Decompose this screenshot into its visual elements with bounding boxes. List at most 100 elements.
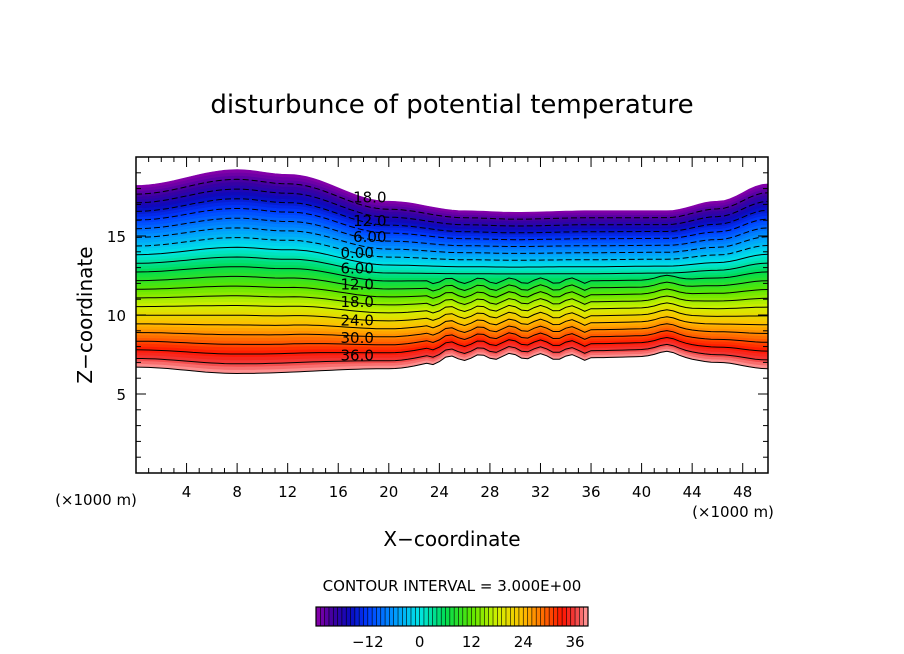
- colorbar-segment: [510, 607, 515, 626]
- colorbar-segment: [570, 607, 576, 626]
- y-tick-label: 15: [107, 228, 126, 246]
- colorbar-segment: [398, 607, 403, 626]
- colorbar-segment: [484, 607, 489, 626]
- colorbar: [315, 606, 589, 627]
- colorbar-segment: [531, 607, 537, 626]
- x-tick-label: 20: [379, 483, 398, 501]
- colorbar-segment: [462, 607, 468, 626]
- colorbar-segment: [350, 607, 356, 626]
- colorbar-segment: [410, 607, 416, 626]
- colorbar-segment: [575, 607, 580, 626]
- colorbar-segment: [337, 607, 343, 626]
- colorbar-segment: [549, 607, 554, 626]
- colorbar-segment: [493, 607, 498, 626]
- colorbar-segment: [475, 607, 481, 626]
- colorbar-segment: [557, 607, 563, 626]
- colorbar-segment: [505, 607, 511, 626]
- contour-field: [136, 169, 768, 374]
- colorbar-segment: [480, 607, 485, 626]
- colorbar-segment: [341, 607, 347, 626]
- colorbar-segment: [432, 607, 438, 626]
- colorbar-segment: [402, 607, 407, 626]
- colorbar-segment: [436, 607, 442, 626]
- colorbar-segment: [428, 607, 433, 626]
- contour-label: 6.00: [340, 260, 373, 278]
- colorbar-segment: [523, 607, 528, 626]
- colorbar-segment: [346, 607, 351, 626]
- colorbar-segment: [445, 607, 451, 626]
- colorbar-segment: [544, 607, 550, 626]
- colorbar-segment: [471, 607, 477, 626]
- contour-label: 6.00: [353, 228, 386, 246]
- colorbar-segment: [385, 607, 390, 626]
- contour-lines: [136, 178, 768, 375]
- colorbar-tick-label: 36: [566, 633, 585, 651]
- colorbar-segment: [449, 607, 455, 626]
- colorbar-tick-labels: −12 0 12 24 36: [352, 633, 585, 651]
- x-tick-label: 24: [430, 483, 449, 501]
- contour-label: 0.00: [340, 244, 373, 262]
- colorbar-segment: [441, 607, 446, 626]
- colorbar-segment: [488, 607, 494, 626]
- contour-label: 18.0: [340, 293, 373, 311]
- colorbar-segment: [406, 607, 412, 626]
- x-unit-left: (×1000 m): [55, 491, 137, 509]
- y-tick-label: 5: [116, 386, 126, 404]
- colorbar-segment: [583, 607, 589, 626]
- colorbar-segment: [566, 607, 572, 626]
- x-tick-label: 44: [683, 483, 702, 501]
- colorbar-segment: [415, 607, 420, 626]
- colorbar-segment: [454, 607, 459, 626]
- colorbar-segment: [562, 607, 567, 626]
- colorbar-segment: [324, 607, 330, 626]
- colorbar-segment: [501, 607, 507, 626]
- colorbar-tick-label: 0: [415, 633, 425, 651]
- colorbar-segment: [376, 607, 382, 626]
- colorbar-tick-label: 24: [514, 633, 533, 651]
- colorbar-segment: [320, 607, 325, 626]
- colorbar-segment: [497, 607, 502, 626]
- colorbar-segment: [553, 607, 559, 626]
- x-tick-label: 32: [531, 483, 550, 501]
- y-axis-label: Z−coordinate: [73, 246, 97, 383]
- chart-title: disturbunce of potential temperature: [210, 90, 693, 120]
- colorbar-tick-label: −12: [352, 633, 384, 651]
- colorbar-segment: [540, 607, 546, 626]
- x-tick-label: 48: [733, 483, 752, 501]
- colorbar-segment: [467, 607, 472, 626]
- colorbar-segment: [458, 607, 464, 626]
- colorbar-segment: [423, 607, 429, 626]
- colorbar-segment: [527, 607, 533, 626]
- axis-ticks: [136, 157, 768, 473]
- colorbar-segment: [389, 607, 395, 626]
- y-tick-label: 10: [107, 307, 126, 325]
- colorbar-segment: [363, 607, 369, 626]
- colorbar-segment: [579, 607, 584, 626]
- colorbar-segment: [316, 607, 321, 626]
- contour-label: 12.0: [340, 275, 373, 293]
- colorbar-segment: [393, 607, 399, 626]
- x-tick-label: 12: [278, 483, 297, 501]
- colorbar-segment: [359, 607, 364, 626]
- colorbar-segment: [328, 607, 334, 626]
- colorbar-segment: [367, 607, 373, 626]
- contour-label: 30.0: [340, 329, 373, 347]
- x-tick-label: 36: [581, 483, 600, 501]
- colorbar-segment: [518, 607, 524, 626]
- x-unit-right: (×1000 m): [692, 503, 774, 521]
- x-tick-label: 16: [329, 483, 348, 501]
- colorbar-segment: [354, 607, 360, 626]
- contour-label: 18.0: [353, 189, 386, 207]
- x-tick-label: 4: [182, 483, 192, 501]
- colorbar-segment: [514, 607, 520, 626]
- colorbar-tick-label: 12: [462, 633, 481, 651]
- colorbar-segment: [372, 607, 377, 626]
- colorbar-segment: [333, 607, 338, 626]
- x-axis-label: X−coordinate: [383, 527, 520, 551]
- x-tick-labels: 4 8 12 16 20 24 28 32 36 40 44 48: [182, 483, 752, 501]
- x-tick-label: 28: [480, 483, 499, 501]
- contour-label: 24.0: [340, 312, 373, 330]
- colorbar-segment: [536, 607, 541, 626]
